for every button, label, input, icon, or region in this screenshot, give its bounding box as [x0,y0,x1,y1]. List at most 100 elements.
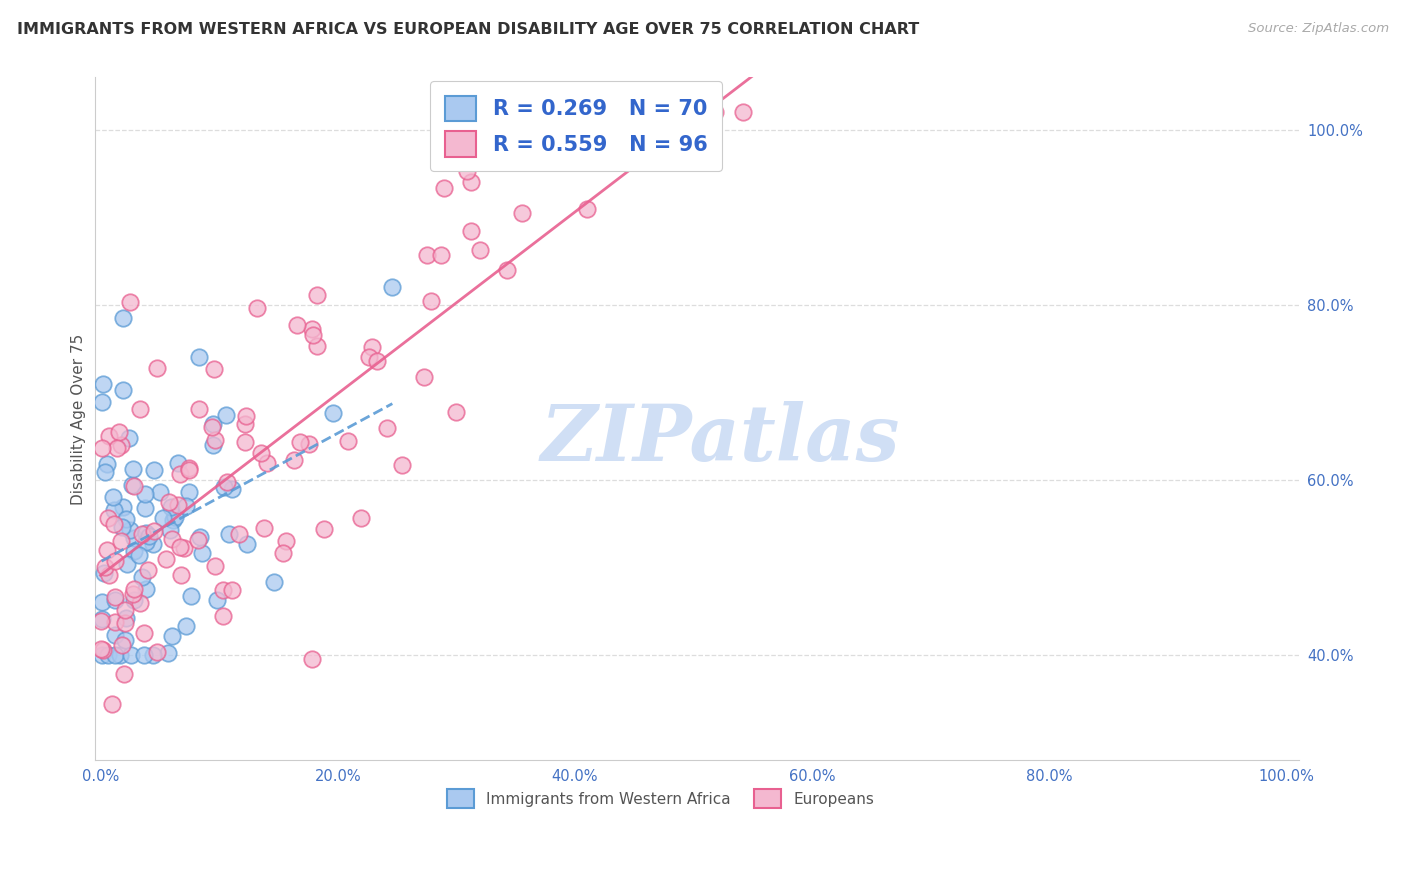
Point [157,495,180,509]
Point [188,530,211,544]
Point [145,645,167,659]
Point [122,532,145,546]
Point [204,559,226,574]
Point [170,568,193,582]
Point [134,486,156,500]
Point [157,646,180,660]
Point [122,582,145,596]
Point [205,593,228,607]
Point [112,667,135,681]
Point [132,625,155,640]
Point [104,590,127,604]
Point [94,465,117,479]
Point [221,583,243,598]
Point [135,525,157,540]
Point [115,611,138,625]
Point [101,490,124,504]
Point [274,534,297,549]
Point [146,360,169,375]
Point [731,105,754,120]
Point [187,401,209,416]
Point [253,521,276,535]
Point [142,536,165,550]
Point [131,527,153,541]
Point [135,582,157,596]
Point [112,500,135,515]
Point [111,384,134,398]
Point [142,524,165,538]
Point [165,510,187,524]
Point [228,527,250,541]
Point [149,484,172,499]
Point [110,438,132,452]
Point [233,417,256,431]
Point [122,593,145,607]
Point [90,648,112,663]
Point [90,612,112,626]
Point [122,587,145,601]
Point [142,463,165,477]
Point [375,421,398,435]
Point [104,554,127,568]
Point [202,362,225,376]
Point [131,570,153,584]
Point [177,463,200,477]
Point [200,420,222,434]
Point [103,502,125,516]
Point [256,456,278,470]
Point [510,206,533,220]
Point [456,164,478,178]
Point [217,475,239,490]
Point [162,513,184,527]
Text: IMMIGRANTS FROM WESTERN AFRICA VS EUROPEAN DISABILITY AGE OVER 75 CORRELATION CH: IMMIGRANTS FROM WESTERN AFRICA VS EUROPE… [17,22,920,37]
Point [108,425,131,439]
Point [359,351,381,365]
Point [111,310,134,325]
Point [104,627,127,641]
Point [96,542,118,557]
Point [122,479,145,493]
Point [97,511,120,525]
Point [460,176,482,190]
Point [160,532,183,546]
Point [169,467,191,481]
Point [444,405,467,419]
Point [391,458,413,472]
Point [122,544,145,558]
Point [273,546,295,560]
Point [117,431,139,445]
Point [263,574,285,589]
Point [187,533,209,547]
Point [159,524,181,538]
Point [174,619,197,633]
Point [366,353,388,368]
Point [301,328,323,343]
Point [430,247,453,261]
Point [307,288,329,302]
Point [236,536,259,550]
Point [322,406,344,420]
Point [285,318,308,333]
Point [90,641,112,656]
Point [93,566,115,581]
Point [496,262,519,277]
Point [433,181,456,195]
Text: Source: ZipAtlas.com: Source: ZipAtlas.com [1249,22,1389,36]
Point [111,639,134,653]
Point [128,548,150,562]
Point [167,498,190,512]
Point [283,453,305,467]
Point [120,648,142,663]
Point [350,510,373,524]
Point [298,436,321,450]
Point [132,648,155,663]
Point [115,512,138,526]
Point [159,500,181,514]
Point [104,592,127,607]
Point [413,369,436,384]
Point [135,534,157,549]
Point [97,648,120,663]
Point [575,202,598,216]
Point [201,438,224,452]
Point [108,648,131,663]
